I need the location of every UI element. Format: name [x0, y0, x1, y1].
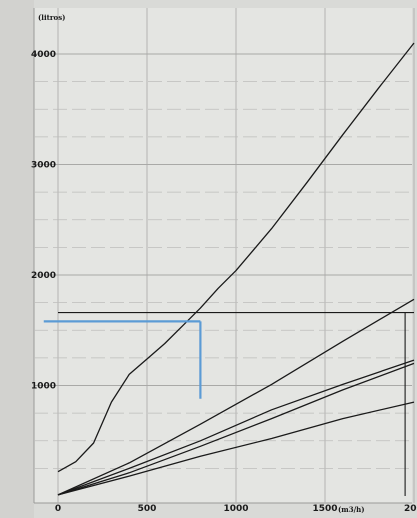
y-tick-label: 2000	[31, 271, 56, 281]
x-tick-labels: 0 500 1000 1500 200	[55, 504, 417, 514]
x-tick-label: 500	[138, 504, 157, 514]
series-group	[57, 42, 415, 496]
series-line-5	[57, 401, 415, 496]
series-line-4	[57, 362, 415, 496]
scan-left-margin	[0, 0, 34, 518]
x-tick-label: 200	[404, 504, 417, 514]
x-axis-title: (m3/h)	[338, 505, 365, 514]
y-tick-label: 4000	[31, 50, 56, 60]
series-line-3	[57, 359, 415, 496]
x-tick-label: 1500	[312, 504, 337, 514]
grid	[34, 8, 415, 503]
series-line-2	[57, 298, 415, 496]
x-tick-label: 1000	[223, 504, 248, 514]
x-tick-label: 0	[55, 504, 61, 514]
plot-area	[34, 8, 412, 503]
y-tick-label: 3000	[31, 161, 56, 171]
series-line-1	[57, 42, 415, 473]
y-tick-labels: 1000 2000 3000 4000	[31, 50, 56, 392]
reference-lines	[43, 312, 414, 496]
y-axis-title: (litros)	[38, 13, 65, 22]
y-tick-label: 1000	[31, 382, 56, 392]
